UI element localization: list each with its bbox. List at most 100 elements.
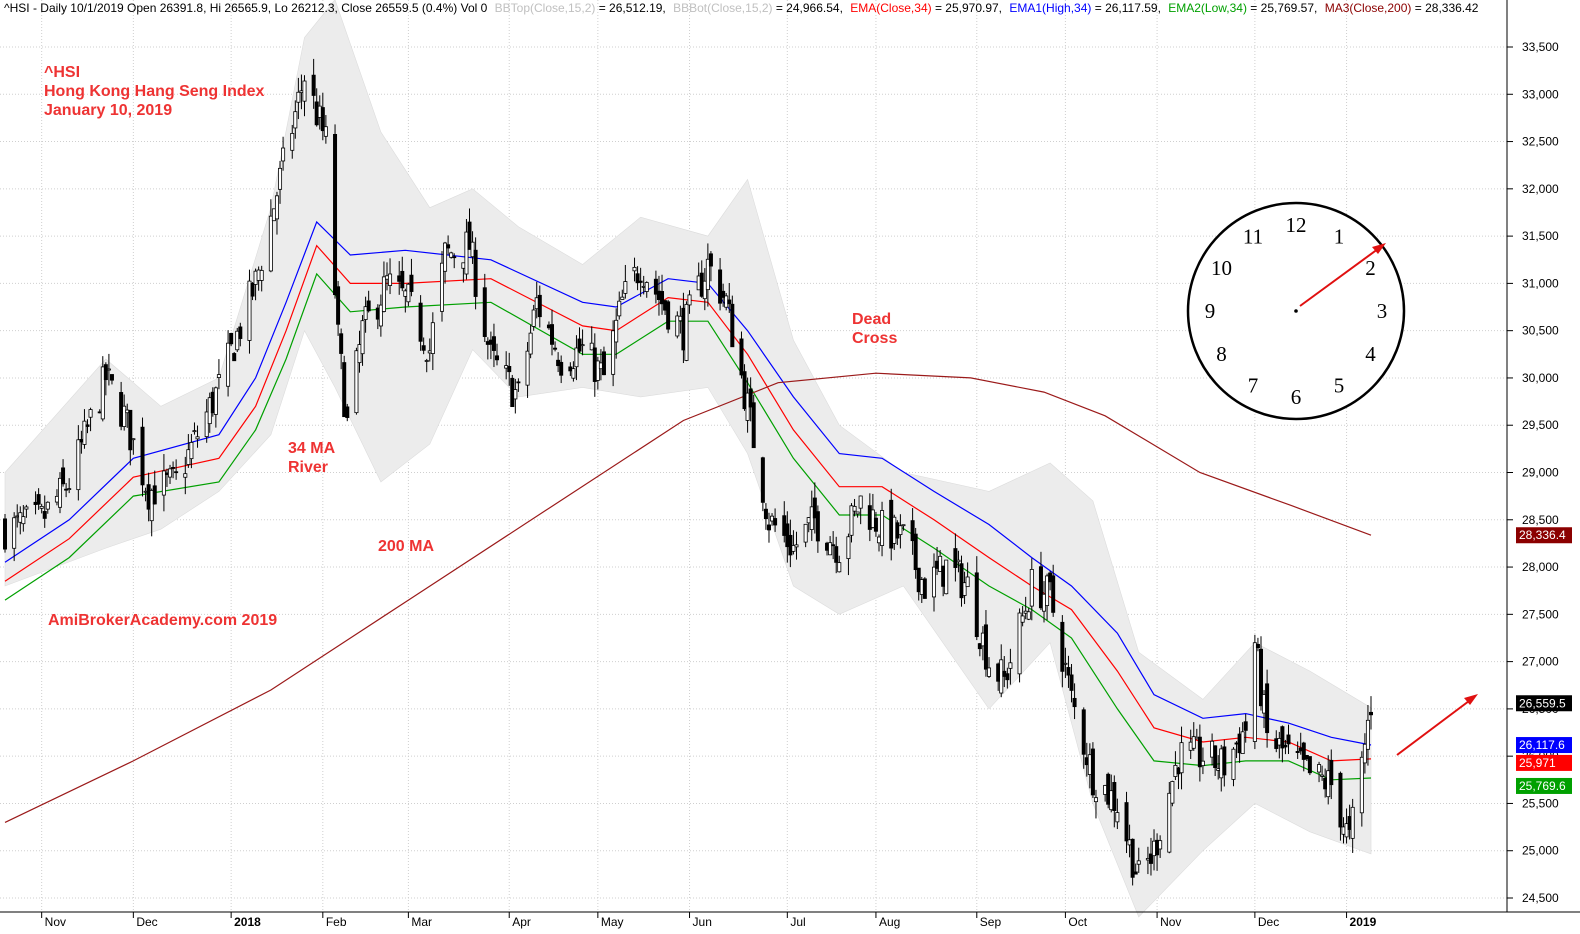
y-tick-label: 31,000	[1522, 276, 1559, 290]
x-tick-label: 2019	[1350, 915, 1377, 929]
candle-body	[644, 282, 649, 292]
x-tick-label: Jul	[790, 915, 805, 929]
candle-body	[1136, 860, 1141, 865]
y-tick-label: 24,500	[1522, 891, 1559, 905]
candle-body	[1130, 838, 1135, 878]
candle-body	[418, 302, 423, 342]
candle-body	[956, 559, 961, 563]
clock-number: 7	[1248, 373, 1259, 397]
y-tick-label: 31,500	[1522, 229, 1559, 243]
candle-body	[528, 332, 533, 355]
candle-body	[1066, 667, 1071, 676]
y-tick-label: 25,000	[1522, 844, 1559, 858]
candle-body	[140, 426, 145, 486]
candle-body	[1081, 709, 1086, 755]
candle-body	[571, 368, 576, 379]
candle-body	[751, 402, 756, 449]
clock-number: 8	[1216, 342, 1227, 366]
y-tick-label: 29,000	[1522, 466, 1559, 480]
candle-body	[85, 424, 90, 427]
trend-arrowhead	[1464, 694, 1478, 705]
candle-body	[336, 286, 341, 325]
x-tick-label: Sep	[980, 915, 1002, 929]
header-bbtop: BBTop(Close,15,2)	[495, 1, 596, 15]
candle-body	[100, 366, 105, 420]
clock-center	[1294, 309, 1298, 313]
clock-hand-arrow	[1299, 245, 1383, 307]
price-tag-box	[1516, 527, 1572, 544]
header-bbbot: BBBot(Close,15,2)	[673, 1, 772, 15]
candle-body	[873, 517, 878, 532]
candle-body	[763, 508, 768, 520]
candle-body	[293, 111, 298, 129]
price-tag-label: 25,769.6	[1519, 779, 1566, 793]
y-tick-label: 30,000	[1522, 371, 1559, 385]
header-ema1: EMA1(High,34)	[1009, 1, 1091, 15]
header-ema2-value: = 25,769.57,	[1250, 1, 1317, 15]
candle-body	[938, 555, 943, 572]
candle-body	[846, 536, 851, 559]
x-tick-label: Dec	[136, 915, 157, 929]
candle-body	[106, 368, 111, 371]
candle-body	[213, 387, 218, 415]
candle-body	[632, 266, 637, 272]
candle-body	[467, 221, 472, 250]
candle-body	[1286, 734, 1291, 745]
candle-body	[354, 350, 359, 414]
x-tick-label: 2018	[234, 915, 261, 929]
x-tick-label: Nov	[45, 915, 66, 929]
header-symbol: ^HSI - Daily 10/1/2019 Open 26391.8, Hi …	[4, 1, 488, 15]
candle-body	[482, 287, 487, 337]
price-tag-box	[1516, 777, 1572, 794]
candle-body	[614, 319, 619, 343]
clock-number: 2	[1365, 256, 1376, 280]
candle-body	[342, 362, 347, 418]
candle-body	[183, 473, 188, 478]
candle-body	[974, 572, 979, 638]
candle-body	[12, 517, 17, 549]
y-tick-label: 28,500	[1522, 513, 1559, 527]
header-line: ^HSI - Daily 10/1/2019 Open 26391.8, Hi …	[4, 1, 1479, 15]
candle-body	[1359, 756, 1364, 814]
candle-body	[21, 516, 26, 525]
candle-body	[611, 330, 616, 375]
candle-body	[1338, 772, 1343, 828]
candle-body	[1045, 575, 1050, 606]
series-line	[4, 220, 1372, 746]
candle-body	[131, 438, 136, 441]
candle-body	[666, 301, 671, 330]
candle-body	[983, 624, 988, 670]
candle-body	[1197, 736, 1202, 768]
annotations: ^HSI Hong Kong Hang Seng Index January 1…	[44, 64, 897, 629]
header-bbbot-value: = 24,966.54,	[776, 1, 843, 15]
candle-body	[229, 332, 234, 345]
candle-body	[559, 361, 564, 376]
candle-body	[495, 355, 500, 361]
candle-body	[794, 544, 799, 548]
candle-body	[1191, 736, 1196, 749]
candle-body	[61, 467, 66, 485]
candle-body	[760, 457, 765, 503]
candle-body	[638, 280, 643, 283]
candle-body	[1301, 742, 1306, 760]
candle-body	[1051, 575, 1056, 613]
candle-body	[430, 322, 435, 355]
candle-body	[491, 336, 496, 351]
x-tick-label: Apr	[512, 915, 531, 929]
y-tick-label: 27,000	[1522, 655, 1559, 669]
candle-body	[1005, 673, 1010, 681]
candle-body	[675, 315, 680, 337]
price-tags: 28,336.4 26,559.5 26,117.6 25,971 25,769.6	[1516, 527, 1572, 794]
candle-body	[855, 511, 860, 515]
candle-body	[1133, 871, 1138, 875]
candle-body	[1307, 756, 1312, 774]
candle-body	[268, 215, 273, 272]
header-bbtop-value: = 26,512.19,	[599, 1, 666, 15]
candle-body	[424, 360, 429, 362]
candle-body	[1265, 683, 1270, 734]
candle-body	[898, 525, 903, 536]
candle-body	[168, 468, 173, 478]
label-dead: Dead	[852, 311, 891, 328]
